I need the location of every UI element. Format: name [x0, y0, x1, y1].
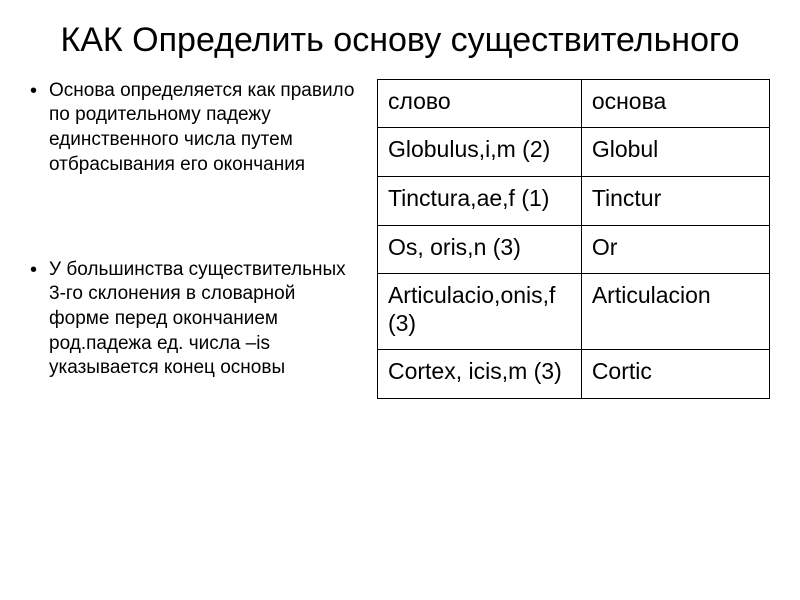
table-cell: Cortic — [581, 350, 769, 399]
noun-stem-table: слово основа Globulus,i,m (2) Globul Tin… — [377, 79, 770, 399]
column-header: слово — [377, 79, 581, 128]
table-row: Cortex, icis,m (3) Cortic — [377, 350, 769, 399]
list-item: • Основа определяется как правило по род… — [30, 79, 357, 178]
column-header: основа — [581, 79, 769, 128]
page-title: КАК Определить основу существительного — [30, 20, 770, 61]
table-cell: Tinctur — [581, 176, 769, 225]
table-cell: Articulacion — [581, 274, 769, 350]
table-container: слово основа Globulus,i,m (2) Globul Tin… — [377, 79, 770, 399]
table-cell: Articulacio,onis,f (3) — [377, 274, 581, 350]
list-item: • У большинства существительных 3-го скл… — [30, 258, 357, 381]
bullet-list: • Основа определяется как правило по род… — [30, 79, 365, 399]
table-row: Tinctura,ae,f (1) Tinctur — [377, 176, 769, 225]
bullet-icon: • — [30, 81, 37, 101]
table-cell: Globulus,i,m (2) — [377, 128, 581, 177]
table-row: Articulacio,onis,f (3) Articulacion — [377, 274, 769, 350]
bullet-icon: • — [30, 260, 37, 280]
content-area: • Основа определяется как правило по род… — [30, 79, 770, 399]
table-cell: Os, oris,n (3) — [377, 225, 581, 274]
bullet-text: У большинства существительных 3-го склон… — [49, 258, 357, 381]
table-cell: Or — [581, 225, 769, 274]
bullet-text: Основа определяется как правило по родит… — [49, 79, 357, 178]
table-cell: Globul — [581, 128, 769, 177]
table-header-row: слово основа — [377, 79, 769, 128]
table-row: Globulus,i,m (2) Globul — [377, 128, 769, 177]
table-cell: Cortex, icis,m (3) — [377, 350, 581, 399]
table-row: Os, oris,n (3) Or — [377, 225, 769, 274]
table-cell: Tinctura,ae,f (1) — [377, 176, 581, 225]
